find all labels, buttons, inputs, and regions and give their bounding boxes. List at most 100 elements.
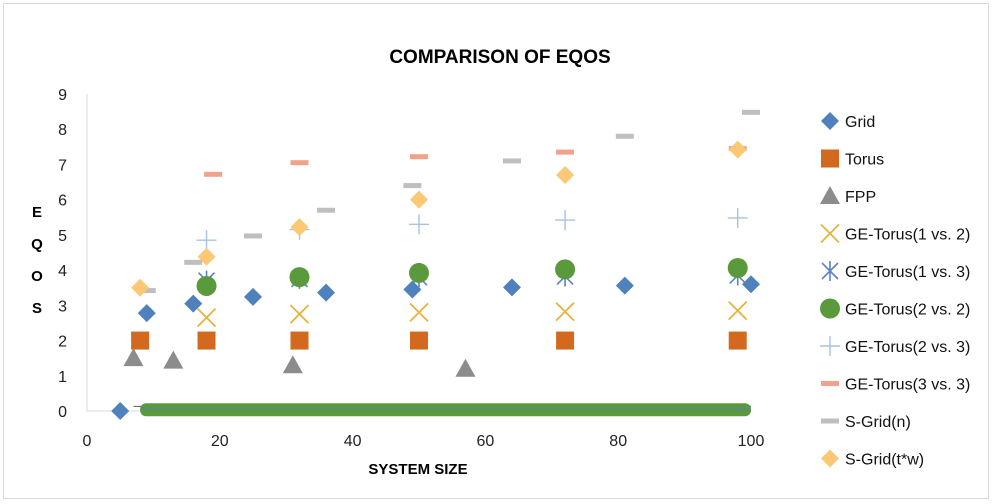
- y-axis-label-letter: O: [31, 268, 43, 285]
- legend-marker: [820, 336, 840, 356]
- legend-entry: GE-Torus(3 vs. 3): [821, 377, 970, 394]
- legend-label: GE-Torus(3 vs. 3): [845, 377, 970, 394]
- data-point: [410, 331, 428, 350]
- series-ge-torus-1-vs-3: [197, 265, 747, 291]
- data-point: [409, 214, 429, 235]
- y-tick-label: 7: [58, 157, 67, 174]
- series-grid: [111, 275, 760, 420]
- x-axis-label: SYSTEM SIZE: [368, 461, 467, 478]
- data-point: [317, 207, 336, 213]
- y-tick-label: 9: [58, 87, 67, 104]
- legend-marker: [821, 418, 839, 424]
- data-point: [556, 166, 575, 185]
- legend-label: FPP: [845, 189, 876, 206]
- data-point: [727, 207, 748, 228]
- data-point: [403, 183, 422, 189]
- y-tick-label: 3: [58, 298, 67, 315]
- legend-label: Grid: [845, 114, 875, 131]
- y-axis-label: EQOS: [31, 204, 43, 317]
- series-fpp: [123, 348, 476, 377]
- data-points: [111, 109, 760, 420]
- legend-entry: GE-Torus(2 vs. 2): [820, 298, 970, 319]
- series-ge-torus-1-vs-2: [196, 300, 748, 328]
- legend-entry: S-Grid(n): [821, 414, 911, 431]
- legend-label: GE-Torus(1 vs. 2): [845, 227, 970, 244]
- data-point: [410, 190, 428, 209]
- x-tick-label: 60: [477, 433, 495, 450]
- data-point: [555, 210, 576, 231]
- legend-marker: [820, 298, 840, 319]
- legend-marker: [821, 149, 839, 168]
- axes: [86, 94, 751, 412]
- baseline-band: [140, 403, 751, 417]
- legend-entry: S-Grid(t*w): [821, 449, 924, 469]
- data-point: [403, 280, 422, 299]
- x-tick-label: 0: [83, 433, 92, 450]
- legend-marker: [821, 381, 839, 386]
- data-point: [197, 247, 216, 266]
- legend-entry: GE-Torus(1 vs. 3): [821, 261, 970, 281]
- y-tick-label: 1: [58, 369, 67, 386]
- series-ge-torus-2-vs-3: [196, 207, 748, 251]
- data-point: [555, 259, 576, 280]
- data-point: [290, 160, 309, 166]
- data-point: [502, 158, 521, 164]
- legend-marker: [821, 449, 839, 468]
- series-s-grid-t-w: [131, 140, 747, 297]
- x-tick-label: 80: [609, 433, 627, 450]
- data-point: [317, 283, 336, 302]
- data-point: [289, 304, 310, 324]
- data-point: [727, 257, 748, 278]
- legend-label: GE-Torus(2 vs. 2): [845, 302, 970, 319]
- data-point: [410, 154, 428, 160]
- data-point: [742, 109, 760, 115]
- legend-label: Torus: [845, 152, 884, 169]
- data-point: [728, 331, 747, 350]
- legend-marker: [821, 112, 839, 130]
- series-s-grid-n: [137, 109, 760, 294]
- data-point: [615, 276, 634, 295]
- data-point: [184, 294, 203, 313]
- baseline-band-overlay: [140, 407, 751, 411]
- legend-entry: Torus: [821, 149, 884, 169]
- data-point: [123, 348, 144, 367]
- data-point: [197, 331, 216, 350]
- legend-entry: GE-Torus(2 vs. 3): [820, 336, 970, 356]
- y-axis-label-letter: E: [32, 204, 42, 221]
- legend-entry: FPP: [820, 186, 876, 206]
- data-point: [290, 218, 309, 237]
- x-tick-label: 100: [738, 433, 765, 450]
- data-point: [244, 233, 262, 239]
- chart-frame: [3, 3, 989, 499]
- data-point: [409, 302, 429, 323]
- zero-band: [133, 403, 751, 417]
- data-point: [409, 262, 429, 283]
- tick-labels: 0 1 2 3 4 5 6 7 8 9 0 20 40 60 80 100: [58, 87, 764, 450]
- legend-label: GE-Torus(2 vs. 3): [845, 339, 970, 356]
- data-point: [137, 304, 156, 323]
- data-point: [556, 149, 575, 155]
- series-ge-torus-3-vs-3: [204, 146, 747, 177]
- y-tick-label: 8: [58, 122, 67, 139]
- data-point: [137, 288, 156, 294]
- legend-marker: [821, 261, 839, 281]
- legend-label: S-Grid(n): [845, 414, 911, 431]
- legend-entry: GE-Torus(1 vs. 2): [820, 223, 970, 244]
- data-point: [742, 275, 760, 294]
- y-tick-label: 5: [58, 228, 67, 245]
- data-point: [282, 355, 303, 374]
- legend-entry: Grid: [821, 112, 875, 131]
- data-point: [502, 278, 521, 297]
- y-tick-label: 2: [58, 334, 67, 351]
- series-torus: [131, 331, 747, 350]
- data-point: [196, 275, 217, 296]
- data-point: [196, 308, 217, 328]
- y-axis-label-letter: Q: [31, 236, 43, 253]
- data-point: [290, 331, 309, 350]
- x-tick-label: 20: [211, 433, 229, 450]
- data-point: [196, 230, 217, 251]
- data-point: [556, 331, 575, 350]
- data-point: [131, 331, 150, 350]
- legend: Grid Torus FPP GE-Torus(1 vs. 2) GE-Torus(1 …: [820, 112, 970, 469]
